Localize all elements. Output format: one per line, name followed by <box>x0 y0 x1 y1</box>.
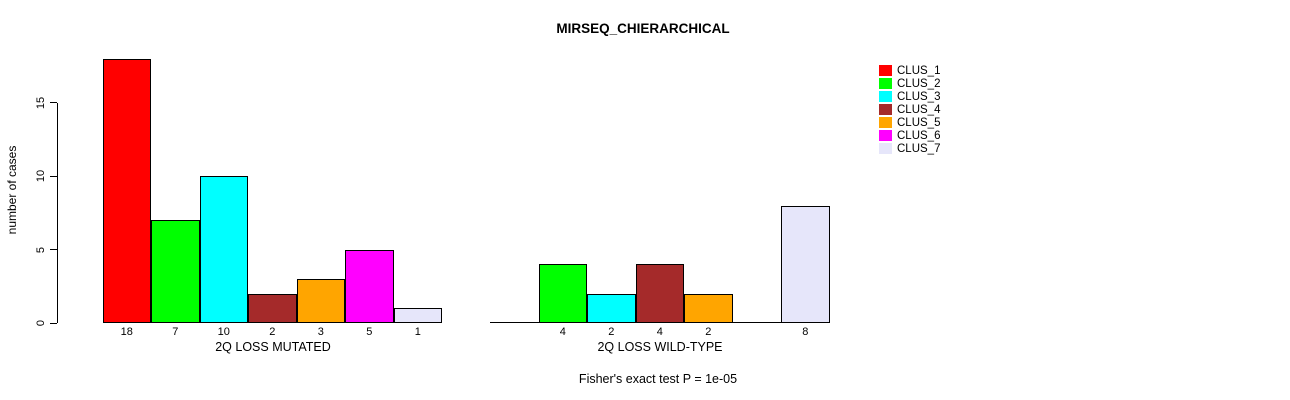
bar-clus_3-group1 <box>199 176 248 323</box>
y-axis-label: number of cases <box>5 145 19 235</box>
y-tick-label: 10 <box>35 170 47 183</box>
bar-value-label: 2 <box>608 326 615 338</box>
bar-value-label: 18 <box>120 326 133 338</box>
legend-row-clus_4: CLUS_4 <box>879 103 940 116</box>
y-tick-label: 0 <box>35 319 47 327</box>
legend-swatch-clus_4 <box>879 104 892 115</box>
bar-clus_3-group2 <box>587 294 636 323</box>
bar-value-label: 4 <box>559 326 566 338</box>
bar-value-label: 8 <box>802 326 809 338</box>
bar-value-label: 7 <box>172 326 179 338</box>
legend-row-clus_1: CLUS_1 <box>879 64 940 77</box>
bar-clus_2-group2 <box>538 264 587 323</box>
y-tick <box>50 249 57 251</box>
y-tick <box>50 175 57 177</box>
bar-clus_5-group1 <box>296 279 345 323</box>
legend: CLUS_1 CLUS_2 CLUS_3 CLUS_4 CLUS_5 CLUS_6 CLUS… <box>879 64 940 155</box>
bar-clus_4-group1 <box>248 294 297 323</box>
legend-swatch-clus_5 <box>879 117 892 128</box>
legend-swatch-clus_6 <box>879 130 892 141</box>
y-tick-label: 5 <box>35 246 47 253</box>
bar-clus_5-group2 <box>684 294 733 323</box>
legend-row-clus_3: CLUS_3 <box>879 90 940 103</box>
legend-label-clus_4: CLUS_4 <box>897 103 941 116</box>
legend-row-clus_6: CLUS_6 <box>879 129 940 142</box>
bar-value-label: 1 <box>414 326 421 338</box>
y-tick-label: 15 <box>35 96 47 110</box>
legend-row-clus_7: CLUS_7 <box>879 142 940 155</box>
legend-label-clus_5: CLUS_5 <box>897 116 941 129</box>
legend-swatch-clus_1 <box>879 65 892 76</box>
bar-value-label: 2 <box>269 326 276 338</box>
legend-label-clus_7: CLUS_7 <box>897 142 941 155</box>
bar-value-label: 3 <box>317 326 324 338</box>
bar-clus_2-group1 <box>151 220 200 323</box>
bar-clus_4-group2 <box>635 264 684 323</box>
zero-bar-clus_6-group2 <box>732 322 782 323</box>
x-group-label-mutated: 2Q LOSS MUTATED <box>215 340 331 354</box>
bar-clus_7-group1 <box>393 308 442 323</box>
x-group-label-wild-type: 2Q LOSS WILD-TYPE <box>597 340 723 354</box>
legend-swatch-clus_2 <box>879 78 892 89</box>
chart-title: MIRSEQ_CHIERARCHICAL <box>556 21 730 36</box>
legend-label-clus_6: CLUS_6 <box>897 129 941 142</box>
legend-swatch-clus_3 <box>879 91 892 102</box>
y-tick <box>50 102 57 104</box>
legend-label-clus_1: CLUS_1 <box>897 64 941 77</box>
bar-clus_6-group1 <box>345 250 394 323</box>
bar-clus_7-group2 <box>781 206 830 323</box>
bar-value-label: 2 <box>705 326 712 338</box>
legend-row-clus_2: CLUS_2 <box>879 77 940 90</box>
legend-label-clus_3: CLUS_3 <box>897 90 941 103</box>
legend-label-clus_2: CLUS_2 <box>897 77 941 90</box>
y-tick <box>50 322 57 324</box>
legend-swatch-clus_7 <box>879 143 892 154</box>
bar-clus_1-group1 <box>102 59 151 323</box>
legend-row-clus_5: CLUS_5 <box>879 116 940 129</box>
bar-value-label: 4 <box>656 326 663 338</box>
fisher-test-annotation: Fisher's exact test P = 1e-05 <box>578 372 738 386</box>
bar-value-label: 10 <box>217 326 230 338</box>
bar-value-label: 5 <box>366 326 373 338</box>
y-axis-line <box>57 103 58 323</box>
zero-bar-clus_1-group2 <box>490 322 540 323</box>
